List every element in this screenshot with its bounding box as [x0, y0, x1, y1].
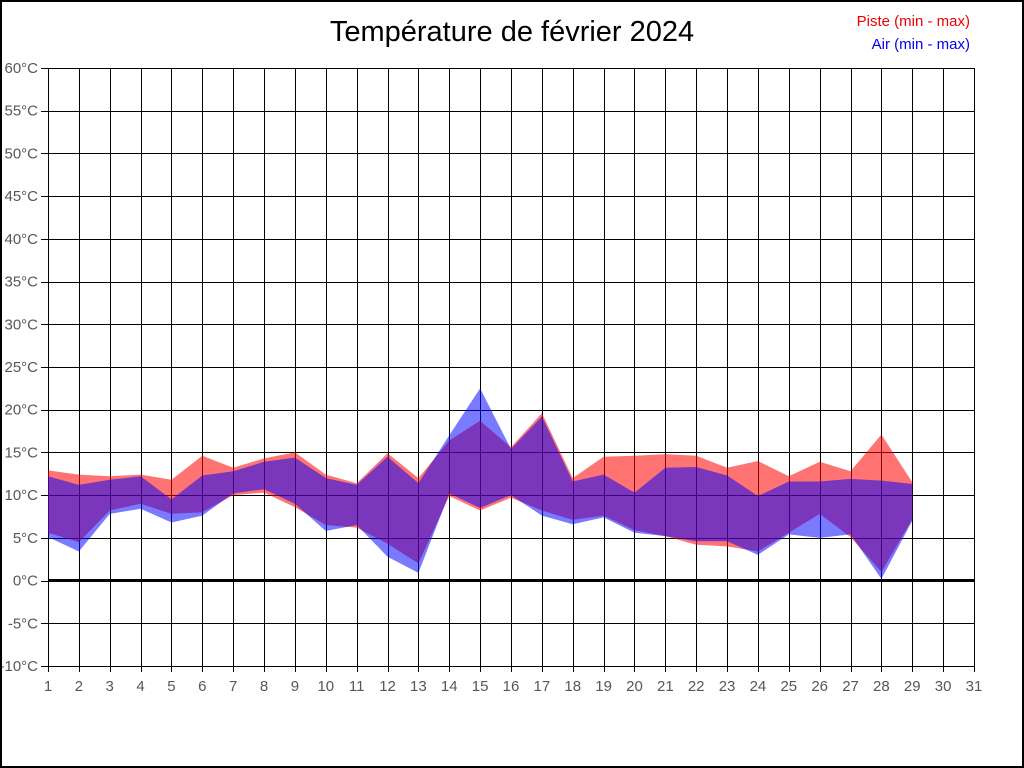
- svg-text:5: 5: [167, 678, 175, 695]
- legend-item-air: Air (min - max): [871, 36, 970, 53]
- svg-text:18: 18: [564, 678, 581, 695]
- svg-text:16: 16: [503, 678, 520, 695]
- svg-text:6: 6: [198, 678, 206, 695]
- air-band: [48, 388, 913, 579]
- svg-text:25°C: 25°C: [4, 359, 38, 376]
- svg-text:20: 20: [626, 678, 643, 695]
- svg-text:60°C: 60°C: [4, 60, 38, 77]
- svg-text:13: 13: [410, 678, 427, 695]
- svg-text:50°C: 50°C: [4, 145, 38, 162]
- svg-text:-10°C: -10°C: [2, 658, 38, 675]
- svg-text:21: 21: [657, 678, 674, 695]
- svg-text:11: 11: [349, 678, 365, 695]
- svg-text:0°C: 0°C: [13, 573, 38, 590]
- svg-text:8: 8: [260, 678, 268, 695]
- legend-item-piste: Piste (min - max): [856, 13, 970, 30]
- svg-text:2: 2: [75, 678, 83, 695]
- svg-text:35°C: 35°C: [4, 274, 38, 291]
- svg-text:1: 1: [44, 678, 52, 695]
- svg-text:5°C: 5°C: [13, 530, 38, 547]
- y-axis-labels: 60°C 55°C 50°C 45°C 40°C 35°C 30°C 25°C 20°C 15°C…: [2, 60, 38, 675]
- chart-title: Température de février 2024: [329, 16, 695, 48]
- svg-text:25: 25: [780, 678, 797, 695]
- chart-legend: Piste (min - max) Air (min - max): [857, 10, 970, 56]
- svg-text:20°C: 20°C: [4, 402, 38, 419]
- svg-text:4: 4: [136, 678, 144, 695]
- svg-text:24: 24: [750, 678, 767, 695]
- svg-text:29: 29: [904, 678, 921, 695]
- svg-text:40°C: 40°C: [4, 231, 38, 248]
- svg-text:15: 15: [472, 678, 489, 695]
- svg-text:10: 10: [317, 678, 334, 695]
- svg-text:31: 31: [966, 678, 983, 695]
- svg-text:7: 7: [229, 678, 237, 695]
- svg-text:12: 12: [379, 678, 396, 695]
- svg-text:17: 17: [534, 678, 551, 695]
- svg-text:-5°C: -5°C: [8, 615, 38, 632]
- svg-text:15°C: 15°C: [4, 444, 38, 461]
- svg-text:45°C: 45°C: [4, 188, 38, 205]
- svg-text:9: 9: [291, 678, 299, 695]
- svg-text:30: 30: [935, 678, 952, 695]
- svg-text:14: 14: [441, 678, 458, 695]
- axis-ticks: [41, 68, 975, 672]
- svg-text:3: 3: [106, 678, 114, 695]
- svg-text:19: 19: [595, 678, 612, 695]
- svg-text:22: 22: [688, 678, 705, 695]
- svg-text:55°C: 55°C: [4, 103, 38, 120]
- x-axis-labels: 1 2 3 4 5 6 7 8 9 10 11 12 13 14 15 16 17 18 19 20 21 22 23 24 2…: [44, 678, 983, 695]
- svg-text:10°C: 10°C: [4, 487, 38, 504]
- grid: [48, 68, 975, 667]
- svg-text:27: 27: [842, 678, 859, 695]
- svg-text:23: 23: [719, 678, 736, 695]
- svg-text:30°C: 30°C: [4, 316, 38, 333]
- svg-text:26: 26: [811, 678, 828, 695]
- svg-text:28: 28: [873, 678, 890, 695]
